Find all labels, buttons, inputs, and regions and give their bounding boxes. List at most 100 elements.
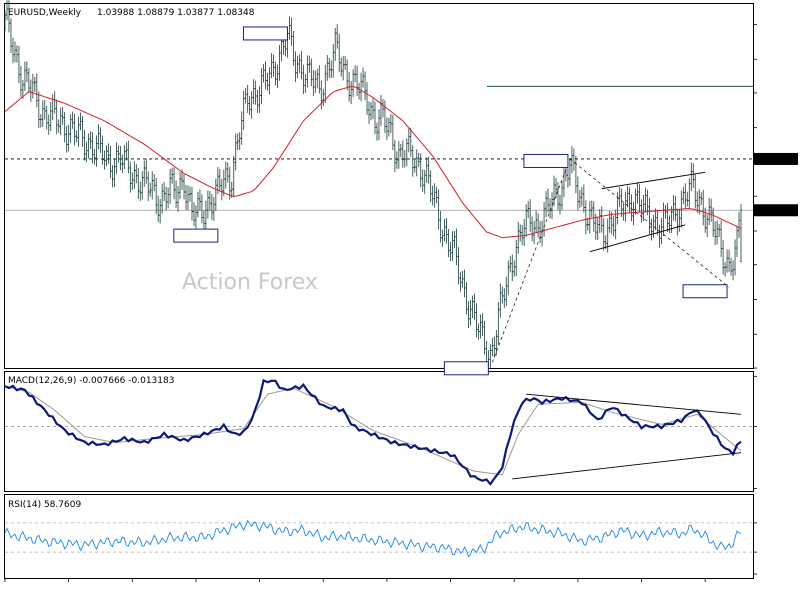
price-bar bbox=[133, 161, 136, 189]
price-callout bbox=[173, 228, 219, 243]
price-bar bbox=[29, 79, 33, 102]
price-bar bbox=[254, 80, 257, 105]
macd-trendline bbox=[526, 393, 742, 415]
price-bar bbox=[628, 187, 631, 213]
price-bar bbox=[246, 84, 249, 113]
price-bar bbox=[59, 107, 62, 136]
price-bar bbox=[361, 67, 365, 88]
price-bar bbox=[212, 196, 216, 221]
price-bar bbox=[640, 199, 643, 223]
price-bar bbox=[379, 94, 383, 126]
price-bar bbox=[419, 153, 422, 188]
price-bar bbox=[45, 105, 48, 130]
moving-average-path bbox=[4, 85, 742, 239]
price-bar bbox=[37, 91, 41, 129]
price-bar bbox=[33, 76, 37, 92]
price-bar bbox=[638, 184, 641, 212]
price-bar bbox=[658, 224, 661, 248]
price-bar bbox=[101, 135, 104, 165]
price-bar bbox=[634, 188, 637, 215]
macd-plot bbox=[4, 378, 753, 486]
price-bar bbox=[495, 330, 498, 356]
price-bar bbox=[453, 231, 456, 248]
price-bar bbox=[427, 156, 430, 184]
price-bar bbox=[160, 183, 164, 214]
price-bar bbox=[200, 194, 204, 224]
price-bar bbox=[690, 162, 693, 192]
price-bar bbox=[343, 55, 347, 70]
price-bar bbox=[192, 202, 196, 227]
price-bar bbox=[457, 247, 460, 285]
price-bar bbox=[624, 191, 627, 222]
price-bar bbox=[501, 286, 504, 304]
price-bar bbox=[503, 288, 506, 309]
price-bar bbox=[528, 199, 532, 232]
price-bar bbox=[95, 135, 98, 167]
price-bar bbox=[166, 187, 170, 209]
price-bar bbox=[433, 183, 436, 208]
price-bar bbox=[17, 46, 21, 84]
price-bar bbox=[568, 158, 572, 186]
price-bar bbox=[77, 116, 80, 147]
price-bar bbox=[69, 114, 72, 143]
price-bar bbox=[298, 54, 301, 74]
macd-line bbox=[4, 378, 742, 486]
price-callout-box bbox=[443, 361, 489, 376]
price-bar bbox=[598, 209, 601, 233]
price-bar bbox=[71, 111, 74, 129]
price-bar bbox=[678, 209, 681, 232]
price-bar bbox=[198, 189, 202, 211]
price-bar bbox=[190, 186, 194, 221]
price-axis-marker bbox=[754, 152, 798, 165]
price-bar bbox=[437, 189, 440, 230]
price-bar bbox=[294, 51, 297, 83]
price-bar bbox=[381, 98, 385, 118]
price-bar bbox=[274, 61, 277, 86]
price-bar bbox=[636, 182, 639, 204]
price-bar bbox=[451, 231, 454, 261]
price-bar bbox=[105, 145, 108, 167]
price-bar bbox=[270, 53, 273, 79]
price-bar bbox=[618, 186, 621, 207]
price-bar bbox=[524, 204, 528, 237]
price-axis bbox=[753, 23, 798, 369]
price-bar bbox=[644, 187, 647, 213]
price-bar bbox=[562, 165, 566, 198]
price-bar bbox=[326, 54, 329, 81]
price-bar bbox=[131, 172, 134, 190]
price-bar bbox=[520, 225, 524, 246]
price-bar bbox=[602, 218, 605, 251]
price-bar bbox=[152, 173, 156, 192]
price-bar bbox=[357, 82, 361, 100]
price-bar bbox=[113, 158, 116, 188]
price-bar bbox=[719, 220, 723, 258]
price-bar bbox=[290, 17, 293, 46]
price-bar bbox=[300, 50, 303, 80]
price-bar bbox=[39, 114, 43, 128]
price-bar bbox=[713, 221, 717, 246]
price-bar bbox=[650, 218, 653, 241]
price-bar bbox=[574, 155, 578, 194]
macd-panel-frame bbox=[4, 371, 754, 492]
price-bar bbox=[449, 242, 452, 262]
price-bar bbox=[320, 80, 323, 110]
price-bar bbox=[536, 213, 540, 238]
price-bars bbox=[3, 0, 743, 374]
price-callout bbox=[682, 284, 728, 299]
rsi-plot bbox=[4, 519, 753, 558]
price-bar bbox=[288, 16, 291, 40]
price-bar bbox=[612, 215, 615, 237]
price-bar bbox=[443, 218, 446, 242]
price-bar bbox=[302, 64, 305, 95]
price-bar bbox=[322, 88, 325, 107]
price-bar bbox=[413, 158, 416, 173]
watermark-text: Action Forex bbox=[182, 270, 318, 295]
price-bar bbox=[306, 55, 309, 88]
price-bar bbox=[463, 269, 466, 298]
price-bar bbox=[182, 174, 186, 200]
price-bar bbox=[441, 229, 444, 248]
chart-symbol: EURUSD,Weekly bbox=[8, 8, 82, 18]
price-bar bbox=[248, 95, 251, 115]
price-bar bbox=[208, 190, 212, 212]
price-bar bbox=[226, 162, 229, 183]
